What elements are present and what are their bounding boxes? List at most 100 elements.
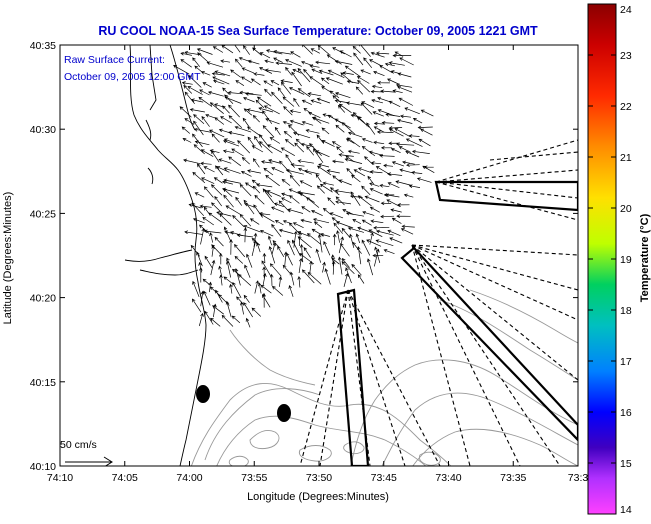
- current-vector: [351, 263, 362, 276]
- current-vector: [331, 260, 336, 275]
- current-vector: [198, 312, 204, 327]
- current-vector: [222, 187, 240, 194]
- current-vector: [336, 146, 344, 154]
- current-vector: [364, 156, 374, 165]
- current-vector: [198, 266, 203, 283]
- current-vector: [234, 58, 243, 68]
- current-vector: [291, 239, 301, 256]
- current-vector: [375, 51, 390, 56]
- current-vector: [308, 111, 321, 119]
- current-vector: [262, 188, 274, 204]
- current-vector: [262, 252, 267, 264]
- current-vector: [241, 157, 250, 165]
- current-vector: [357, 226, 373, 234]
- current-vector: [294, 142, 305, 153]
- current-vector: [372, 253, 384, 258]
- current-vector: [282, 264, 291, 275]
- current-vector: [345, 101, 362, 106]
- current-vector: [329, 212, 344, 219]
- current-vector: [373, 248, 380, 267]
- current-vector: [361, 145, 376, 157]
- current-vector: [370, 89, 383, 94]
- current-vector: [339, 50, 352, 58]
- colorbar-tick-label: 14: [620, 504, 632, 516]
- current-vector: [292, 131, 311, 139]
- current-vector: [203, 186, 214, 198]
- scale-arrow: [65, 456, 113, 466]
- current-vector: [357, 195, 372, 207]
- current-vector: [243, 96, 255, 103]
- current-vector: [371, 98, 383, 104]
- current-vector: [318, 69, 334, 76]
- current-vector: [265, 174, 280, 187]
- current-vector: [373, 140, 385, 145]
- current-vector: [316, 185, 325, 194]
- current-vector: [357, 274, 365, 284]
- current-vector: [331, 141, 342, 148]
- current-vector: [196, 251, 203, 267]
- current-vector: [360, 102, 373, 115]
- annotation-current-time: October 09, 2005 12:00 GMT: [64, 71, 201, 83]
- current-vector: [243, 45, 250, 55]
- current-vector: [305, 129, 320, 134]
- current-vector: [396, 214, 411, 219]
- current-vector: [202, 216, 215, 226]
- current-vector: [192, 171, 206, 184]
- colorbar-tick-label: 22: [620, 101, 632, 113]
- current-vector: [189, 108, 205, 113]
- current-vector: [212, 305, 225, 315]
- current-vector: [332, 47, 345, 55]
- current-vector: [306, 197, 320, 208]
- current-vector: [392, 53, 412, 58]
- current-vector: [379, 183, 390, 188]
- current-vector: [259, 229, 274, 237]
- y-tick-label: 40:30: [30, 124, 56, 136]
- current-vector: [218, 265, 223, 277]
- current-vector: [274, 126, 281, 136]
- current-vector: [332, 233, 337, 246]
- current-vector: [244, 264, 251, 278]
- current-vector: [243, 227, 248, 243]
- current-vector: [369, 59, 383, 67]
- current-vector: [361, 219, 372, 226]
- current-vector: [369, 170, 383, 174]
- current-vector: [274, 220, 284, 226]
- current-vector: [221, 314, 234, 327]
- current-vector: [335, 124, 345, 133]
- current-vector: [400, 228, 414, 235]
- current-vector: [211, 150, 220, 163]
- current-vector: [258, 134, 270, 148]
- current-vector: [388, 128, 404, 137]
- current-vector: [210, 184, 223, 196]
- current-vector: [316, 134, 325, 144]
- current-vector: [282, 96, 295, 107]
- current-vector: [257, 282, 262, 294]
- current-vector: [315, 150, 330, 158]
- current-vector: [366, 122, 376, 135]
- current-vector: [259, 52, 271, 59]
- current-vector: [182, 137, 192, 143]
- current-vector: [265, 118, 280, 125]
- current-vector: [373, 225, 390, 230]
- colorbar-tick-label: 15: [620, 458, 632, 470]
- current-vector: [392, 89, 403, 94]
- current-vector: [206, 61, 224, 68]
- colorbar: 24 23 22 21 20 19 18 17 16 15 14 Temperature (°C): [587, 3, 651, 516]
- current-vector: [399, 168, 413, 174]
- current-vector: [340, 72, 353, 84]
- current-vector: [391, 217, 402, 224]
- current-vector: [244, 202, 255, 208]
- current-vector: [301, 99, 312, 105]
- current-vector: [334, 189, 352, 194]
- current-vector: [397, 202, 410, 207]
- current-vector: [386, 199, 401, 208]
- current-vector: [271, 242, 277, 255]
- current-vector: [263, 167, 274, 176]
- current-vector: [379, 153, 395, 158]
- current-vector: [351, 174, 361, 183]
- current-vector: [384, 62, 395, 67]
- current-vector: [396, 118, 413, 124]
- x-axis: 74:10 74:05 74:00 73:55 73:50 73:45 73:40 73:35…: [47, 45, 588, 484]
- surface-current-vectors: [173, 45, 435, 328]
- current-vector: [256, 96, 272, 107]
